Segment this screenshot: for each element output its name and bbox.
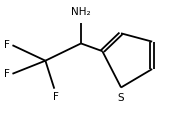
Text: F: F: [4, 40, 10, 50]
Text: S: S: [118, 93, 124, 103]
Text: NH₂: NH₂: [71, 7, 91, 17]
Text: F: F: [4, 69, 10, 79]
Text: F: F: [53, 92, 59, 102]
